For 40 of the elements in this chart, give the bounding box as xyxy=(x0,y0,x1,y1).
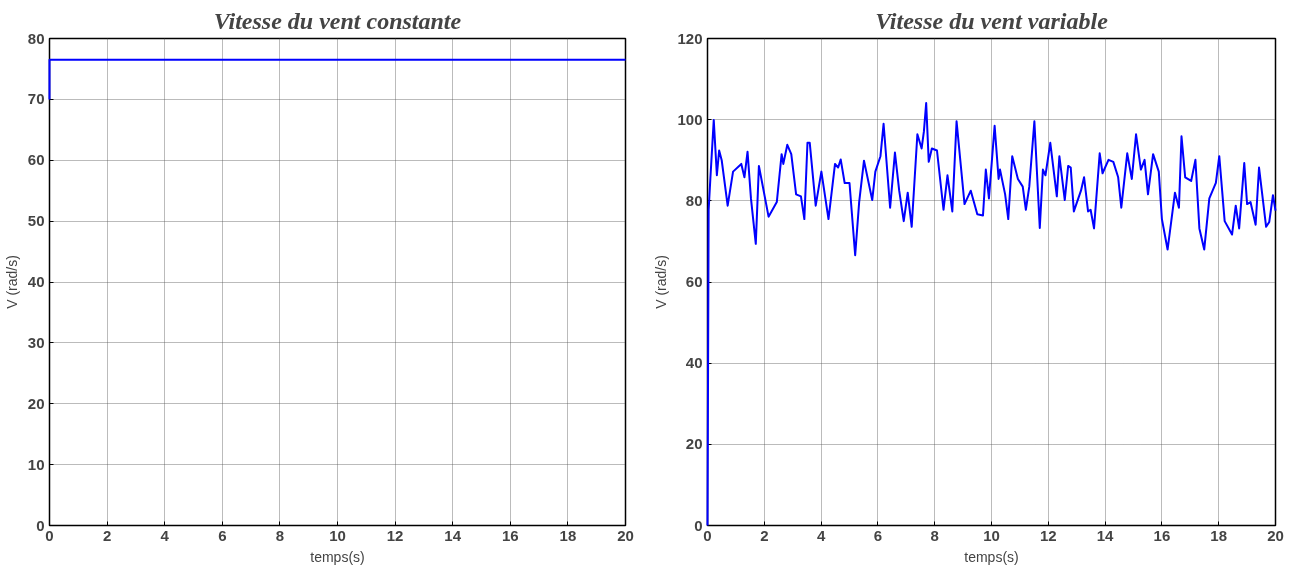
y-tick-label: 20 xyxy=(27,394,45,412)
x-tick-label: 18 xyxy=(1210,526,1228,544)
x-axis-title: temps(s) xyxy=(964,548,1019,565)
x-tick-label: 16 xyxy=(1153,526,1171,544)
y-tick-label: 120 xyxy=(677,29,703,47)
x-tick-label: 6 xyxy=(873,526,883,544)
x-tick-label: 2 xyxy=(102,526,112,544)
y-tick-label: 40 xyxy=(27,273,45,290)
x-tick-label: 2 xyxy=(760,526,769,544)
y-tick-label: 100 xyxy=(677,110,703,128)
y-tick-label: 40 xyxy=(685,354,703,372)
y-tick-label: 30 xyxy=(27,333,45,351)
y-axis-title: V (rad/s) xyxy=(653,255,670,309)
x-tick-label: 10 xyxy=(329,526,346,544)
x-tick-label: 6 xyxy=(218,526,227,544)
x-axis-title: temps(s) xyxy=(310,548,365,565)
x-tick-label: 20 xyxy=(617,526,634,544)
x-tick-label: 18 xyxy=(559,526,577,544)
x-tick-label: 14 xyxy=(1096,526,1115,544)
x-tick-label: 12 xyxy=(1039,526,1057,544)
y-tick-label: 80 xyxy=(27,29,45,47)
y-axis-title: V (rad/s) xyxy=(3,255,20,309)
y-tick-label: 60 xyxy=(27,151,45,169)
y-tick-label: 50 xyxy=(27,212,45,230)
y-tick-label: 70 xyxy=(27,90,45,108)
chart-title: Vitesse du vent constante xyxy=(213,7,462,34)
x-tick-label: 4 xyxy=(816,526,826,544)
y-tick-label: 80 xyxy=(685,191,703,209)
x-tick-label: 10 xyxy=(983,526,1000,544)
x-tick-label: 14 xyxy=(444,526,462,544)
x-tick-label: 12 xyxy=(386,526,404,544)
y-tick-label: 10 xyxy=(27,455,45,473)
x-tick-label: 16 xyxy=(501,526,519,544)
y-tick-label: 60 xyxy=(685,273,703,290)
chart-title: Vitesse du vent variable xyxy=(875,7,1109,34)
x-tick-label: 8 xyxy=(275,526,285,544)
x-tick-label: 8 xyxy=(930,526,939,544)
x-tick-label: 4 xyxy=(160,526,170,544)
x-tick-label: 20 xyxy=(1267,526,1284,544)
y-tick-label: 20 xyxy=(685,435,703,453)
